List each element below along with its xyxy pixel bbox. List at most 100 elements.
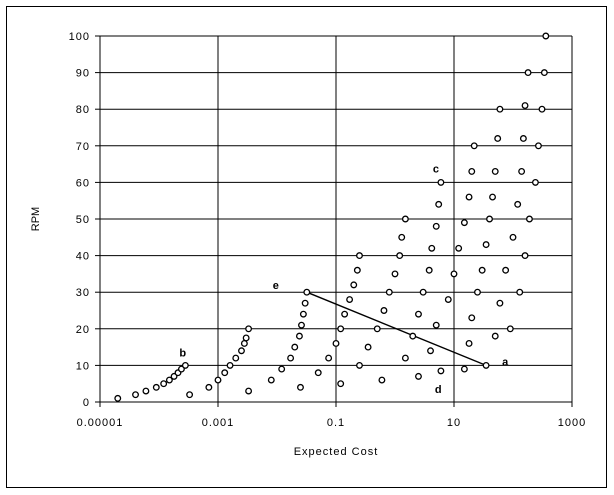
data-point (364, 343, 372, 351)
data-point (491, 167, 499, 175)
data-point (337, 380, 345, 388)
x-tick-label: 0.001 (202, 417, 235, 429)
y-tick-label: 30 (76, 287, 90, 299)
data-point (385, 288, 393, 296)
x-tick-label: 0.00001 (77, 417, 124, 429)
data-point (478, 266, 486, 274)
data-point (303, 288, 311, 296)
annotation-label: b (179, 347, 186, 359)
data-point (291, 343, 299, 351)
data-point (341, 310, 349, 318)
data-point (437, 367, 445, 375)
data-point (205, 383, 213, 391)
x-tick-label: 1000 (558, 417, 586, 429)
data-point (232, 354, 240, 362)
data-point (409, 332, 417, 340)
data-point (380, 307, 388, 314)
data-point (415, 310, 422, 318)
data-point (181, 361, 189, 369)
data-point (226, 361, 234, 369)
data-point (468, 314, 476, 322)
data-point (494, 135, 502, 142)
data-point (435, 200, 443, 208)
data-point (432, 222, 440, 230)
data-point (295, 332, 303, 340)
data-point (428, 244, 436, 252)
data-point (514, 200, 522, 208)
data-point (525, 215, 533, 223)
data-point (301, 299, 309, 307)
data-point (245, 387, 253, 395)
data-point (353, 266, 361, 274)
data-point (245, 325, 253, 333)
data-point (455, 244, 463, 252)
data-point (314, 369, 322, 377)
x-tick-label: 0.1 (327, 417, 345, 429)
data-point (496, 299, 504, 307)
data-point (152, 383, 160, 391)
data-point (538, 105, 546, 113)
data-point (542, 32, 550, 40)
data-point (297, 383, 304, 391)
data-point (165, 376, 173, 384)
data-point (486, 215, 493, 223)
data-point (465, 193, 473, 201)
data-point (535, 142, 542, 150)
data-point (142, 387, 150, 395)
data-points (114, 32, 550, 402)
data-point (346, 296, 354, 303)
annotation-label: c (433, 163, 439, 175)
data-point (398, 233, 406, 241)
data-point (391, 270, 399, 278)
point-annotations: a b c d e (179, 163, 509, 395)
data-point (401, 215, 409, 223)
data-point (521, 102, 529, 109)
data-point (356, 252, 363, 260)
y-tick-label: 80 (76, 104, 90, 116)
data-point (378, 376, 386, 384)
y-tick-label: 90 (76, 68, 90, 80)
y-tick-label: 60 (76, 177, 90, 189)
data-point (267, 376, 275, 384)
data-point (221, 369, 229, 377)
data-point (401, 354, 409, 362)
data-point (450, 270, 458, 278)
annotation-label: e (273, 280, 279, 292)
data-point (419, 288, 427, 296)
y-tick-label: 0 (83, 397, 90, 409)
data-point (524, 69, 532, 77)
data-point (437, 178, 445, 186)
data-point (298, 321, 305, 329)
data-point (521, 252, 529, 260)
data-point (325, 354, 333, 362)
data-point (482, 241, 490, 249)
data-point (238, 347, 245, 355)
scatter-chart: a b c d e 0 10 20 30 40 50 60 70 80 90 100 0.00001 0.001… (30, 31, 586, 458)
data-point (489, 193, 496, 201)
y-tick-label: 100 (69, 31, 90, 43)
data-point (444, 296, 452, 303)
data-point (506, 325, 514, 333)
data-point (332, 339, 340, 347)
data-point (373, 325, 381, 333)
y-tick-label: 40 (76, 251, 90, 263)
data-point (519, 135, 527, 142)
tick-labels: 0 10 20 30 40 50 60 70 80 90 100 0.00001 0.001 0.1 10 1… (69, 31, 586, 429)
data-point (186, 391, 194, 399)
data-point (468, 167, 476, 175)
x-tick-label: 10 (447, 417, 461, 429)
data-point (465, 339, 473, 347)
data-point (460, 219, 468, 227)
data-point (460, 365, 468, 373)
data-point (509, 233, 517, 241)
data-point (114, 394, 122, 402)
data-point (518, 167, 526, 175)
data-point (540, 69, 548, 77)
data-point (337, 325, 345, 333)
y-tick-label: 10 (76, 360, 90, 372)
data-point (482, 361, 490, 369)
trend-segment (306, 291, 487, 367)
data-point (474, 288, 481, 296)
data-point (516, 288, 524, 296)
x-axis-title: Expected Cost (294, 446, 379, 458)
